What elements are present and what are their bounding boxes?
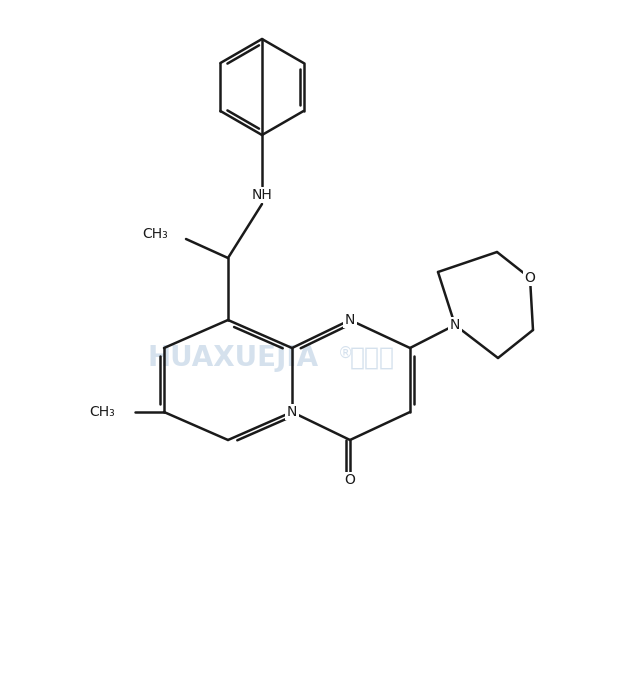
Text: CH₃: CH₃ [89,405,115,419]
Text: N: N [287,405,297,419]
Text: O: O [344,473,356,487]
Text: O: O [525,271,536,285]
Text: NH: NH [252,188,272,202]
Text: CH₃: CH₃ [142,227,168,241]
Text: N: N [450,318,460,332]
Text: ®: ® [338,345,353,360]
Text: N: N [345,313,355,327]
Text: 化学加: 化学加 [350,346,395,370]
Text: HUAXUEJIA: HUAXUEJIA [148,344,319,372]
